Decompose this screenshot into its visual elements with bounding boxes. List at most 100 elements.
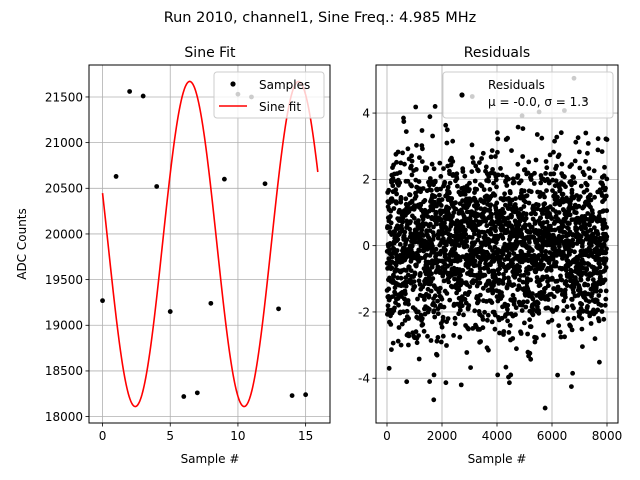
residual-point bbox=[458, 272, 463, 278]
residual-point bbox=[390, 183, 396, 189]
residual-point bbox=[530, 291, 535, 296]
residual-point bbox=[499, 172, 505, 178]
residual-point bbox=[521, 272, 527, 278]
residual-point bbox=[396, 325, 402, 330]
residual-point bbox=[487, 287, 492, 293]
residual-point bbox=[418, 189, 423, 195]
residual-point bbox=[530, 312, 536, 318]
residual-point bbox=[564, 304, 570, 310]
residual-point bbox=[590, 210, 595, 216]
residual-point bbox=[563, 279, 569, 284]
residual-point bbox=[547, 152, 553, 158]
residual-point bbox=[521, 204, 527, 209]
sample-point bbox=[262, 181, 268, 187]
residual-point bbox=[452, 321, 458, 327]
residual-point bbox=[522, 167, 528, 172]
residual-point bbox=[432, 178, 438, 184]
residual-point bbox=[538, 180, 544, 186]
residual-point bbox=[529, 224, 535, 230]
residual-point bbox=[560, 234, 565, 240]
residual-point bbox=[404, 308, 410, 314]
residual-point bbox=[474, 187, 480, 192]
residual-point bbox=[406, 333, 412, 339]
sample-point bbox=[194, 390, 200, 396]
residual-point bbox=[487, 187, 493, 192]
residual-point bbox=[472, 178, 478, 184]
residual-point bbox=[561, 298, 567, 304]
residual-point bbox=[595, 307, 601, 313]
residual-point bbox=[442, 179, 448, 185]
residual-point bbox=[417, 248, 423, 254]
residual-point bbox=[601, 316, 607, 322]
residual-point bbox=[391, 273, 396, 279]
residual-point bbox=[428, 288, 434, 294]
residual-point bbox=[500, 235, 506, 241]
residual-point bbox=[520, 154, 526, 159]
residual-point bbox=[582, 261, 587, 266]
residual-point bbox=[516, 222, 522, 228]
residual-point bbox=[435, 264, 441, 270]
residual-point bbox=[594, 288, 599, 294]
sine-fit-title: Sine Fit bbox=[184, 45, 236, 61]
residual-point bbox=[398, 275, 404, 281]
residual-point bbox=[467, 284, 473, 289]
residual-point bbox=[488, 202, 494, 208]
residual-point bbox=[601, 173, 607, 179]
residual-point bbox=[569, 187, 575, 193]
residual-point bbox=[443, 247, 448, 253]
residual-point bbox=[595, 147, 601, 153]
residual-point bbox=[526, 200, 532, 206]
residual-point bbox=[462, 296, 468, 302]
residual-point bbox=[584, 187, 590, 193]
residual-point bbox=[500, 251, 506, 257]
residual-point bbox=[408, 219, 413, 224]
residual-point bbox=[409, 199, 415, 205]
sample-point bbox=[127, 89, 133, 94]
residual-point bbox=[506, 176, 511, 182]
residual-point bbox=[523, 199, 528, 205]
residual-point bbox=[433, 209, 439, 215]
x-tick-label: 2000 bbox=[427, 429, 458, 443]
residual-point bbox=[548, 267, 554, 273]
residual-point bbox=[574, 193, 580, 198]
residual-point bbox=[485, 312, 491, 318]
x-tick-label: 8000 bbox=[592, 429, 623, 443]
residual-point bbox=[451, 333, 456, 338]
residual-point bbox=[528, 189, 534, 195]
residual-point bbox=[602, 302, 608, 308]
residual-point bbox=[574, 226, 580, 232]
residual-point bbox=[584, 182, 590, 188]
residual-point bbox=[543, 249, 549, 254]
residual-point bbox=[398, 160, 404, 166]
residual-point bbox=[517, 264, 522, 270]
residual-point bbox=[603, 265, 609, 270]
residual-point bbox=[439, 197, 445, 203]
residual-point bbox=[506, 251, 512, 256]
residual-point bbox=[603, 250, 609, 256]
residual-point bbox=[565, 316, 571, 321]
sample-point bbox=[167, 309, 173, 314]
y-tick-label: 4 bbox=[362, 106, 370, 120]
x-tick-label: 4000 bbox=[482, 429, 513, 443]
residual-point bbox=[395, 149, 401, 155]
residual-point bbox=[503, 364, 509, 370]
residual-point bbox=[434, 221, 439, 227]
residual-point bbox=[525, 331, 530, 337]
residual-point bbox=[405, 146, 411, 152]
residual-point bbox=[431, 233, 437, 239]
residual-point bbox=[598, 288, 603, 294]
residual-point bbox=[464, 243, 470, 249]
residual-point bbox=[441, 304, 447, 310]
residual-point bbox=[456, 287, 462, 293]
residual-point bbox=[482, 233, 488, 239]
residual-point bbox=[419, 128, 425, 133]
residual-point bbox=[569, 327, 575, 333]
residual-point bbox=[501, 272, 506, 277]
residual-point bbox=[430, 133, 435, 139]
residual-point bbox=[409, 183, 414, 189]
residual-point bbox=[416, 179, 422, 185]
residual-point bbox=[585, 211, 591, 216]
residual-point bbox=[466, 303, 472, 308]
residual-point bbox=[467, 187, 472, 192]
residual-point bbox=[517, 268, 523, 274]
